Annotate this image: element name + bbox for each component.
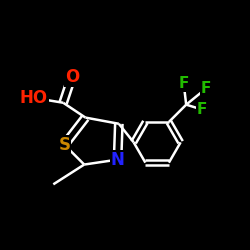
Text: F: F [197, 102, 207, 117]
Text: F: F [201, 81, 211, 96]
Text: S: S [58, 136, 70, 154]
Text: O: O [65, 68, 79, 86]
Text: HO: HO [20, 89, 48, 107]
Text: N: N [111, 150, 124, 168]
Text: F: F [178, 76, 189, 91]
